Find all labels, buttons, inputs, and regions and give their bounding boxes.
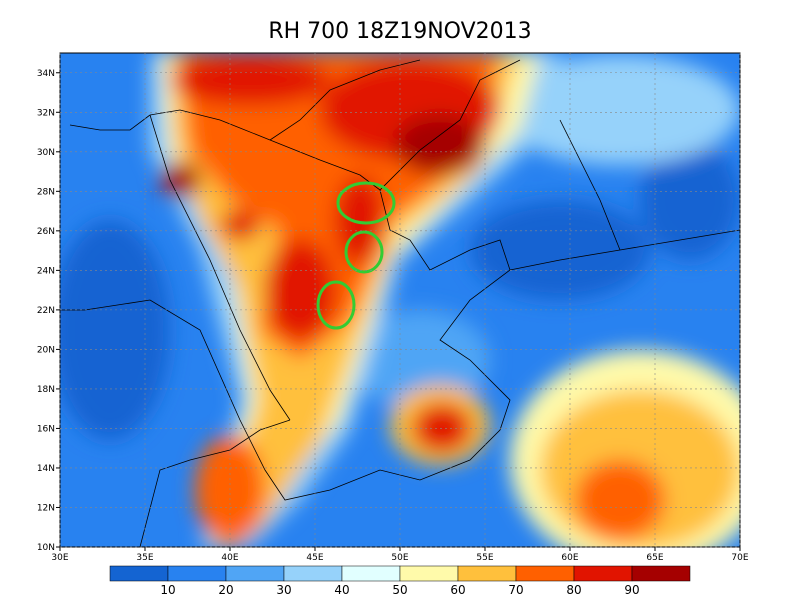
x-tick-label: 30E — [51, 553, 68, 563]
colorbar-swatch — [109, 565, 169, 582]
colorbar-label: 20 — [218, 583, 233, 597]
x-tick-label: 65E — [646, 553, 663, 563]
y-tick-label: 24N — [37, 266, 55, 276]
x-tick-label: 45E — [306, 553, 323, 563]
x-tick-label: 50E — [391, 553, 408, 563]
colorbar-label: 80 — [566, 583, 581, 597]
colorbar-swatch — [573, 565, 633, 582]
y-tick-label: 34N — [37, 69, 55, 79]
y-tick-label: 32N — [37, 108, 55, 118]
y-tick-label: 14N — [37, 464, 55, 474]
colorbar-swatch — [225, 565, 285, 582]
colorbar-swatch — [631, 565, 691, 582]
colorbar-swatch — [457, 565, 517, 582]
y-tick-label: 20N — [37, 345, 55, 355]
x-tick-label: 60E — [561, 553, 578, 563]
y-tick-label: 22N — [37, 306, 55, 316]
y-tick-label: 16N — [37, 424, 55, 434]
y-tick-label: 26N — [37, 227, 55, 237]
rh-field — [60, 53, 740, 547]
y-tick-label: 28N — [37, 187, 55, 197]
x-tick-label: 35E — [136, 553, 153, 563]
colorbar-swatch — [167, 565, 227, 582]
colorbar-swatch — [283, 565, 343, 582]
y-tick-label: 18N — [37, 385, 55, 395]
colorbar-label: 90 — [624, 583, 639, 597]
colorbar-label: 50 — [392, 583, 407, 597]
colorbar-label: 30 — [276, 583, 291, 597]
colorbar-label: 60 — [450, 583, 465, 597]
colorbar-label: 40 — [334, 583, 349, 597]
colorbar-swatch — [399, 565, 459, 582]
x-tick-label: 70E — [731, 553, 748, 563]
x-tick-label: 40E — [221, 553, 238, 563]
colorbar-swatch — [341, 565, 401, 582]
colorbar-label: 10 — [160, 583, 175, 597]
y-tick-label: 12N — [37, 503, 55, 513]
colorbar-label: 70 — [508, 583, 523, 597]
y-tick-label: 10N — [37, 543, 55, 553]
map-title: RH 700 18Z19NOV2013 — [268, 19, 531, 44]
colorbar-swatch — [515, 565, 575, 582]
x-tick-label: 55E — [476, 553, 493, 563]
y-tick-label: 30N — [37, 148, 55, 158]
